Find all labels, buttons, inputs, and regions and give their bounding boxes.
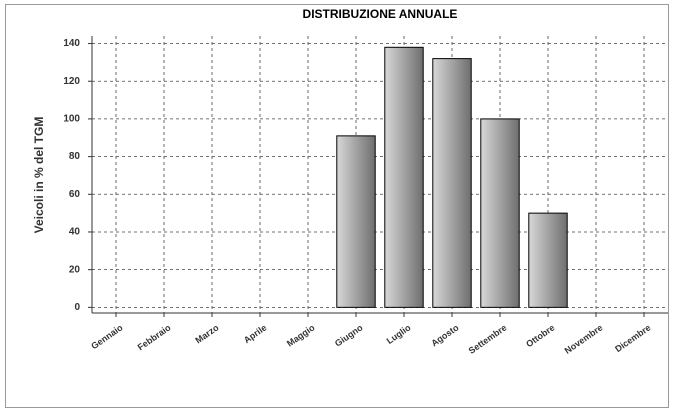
y-tick-label: 100 (63, 114, 80, 125)
frame (5, 4, 669, 408)
x-tick-label: Giugno (333, 322, 365, 349)
y-tick-label: 0 (74, 302, 80, 313)
y-tick-label: 60 (69, 189, 81, 200)
bar (384, 46, 424, 308)
bar (432, 58, 472, 308)
y-tick-label: 140 (63, 38, 80, 49)
y-axis-label: Veicoli in % del TGM (32, 117, 46, 234)
x-tick-label: Gennaio (89, 322, 125, 351)
x-tick-label: Agosto (429, 322, 461, 348)
bar (336, 135, 376, 308)
x-tick-label: Febbraio (136, 322, 173, 352)
x-tick-label: Settembre (467, 322, 509, 355)
x-tick-label: Dicembre (613, 322, 652, 354)
x-tick-label: Aprile (242, 322, 269, 345)
y-tick-label: 20 (69, 264, 81, 275)
x-tick-label: Novembre (563, 322, 605, 355)
bar (528, 212, 568, 308)
x-tick-label: Luglio (385, 322, 413, 346)
y-tick-label: 40 (69, 227, 81, 238)
x-tick-label: Ottobre (524, 322, 556, 349)
x-tick-label: Marzo (193, 322, 220, 345)
chart-title: DISTRIBUZIONE ANNUALE (303, 7, 458, 21)
y-tick-label: 80 (69, 151, 81, 162)
y-tick-label: 120 (63, 76, 80, 87)
x-tick-label: Maggio (285, 322, 317, 349)
bar (480, 118, 520, 308)
